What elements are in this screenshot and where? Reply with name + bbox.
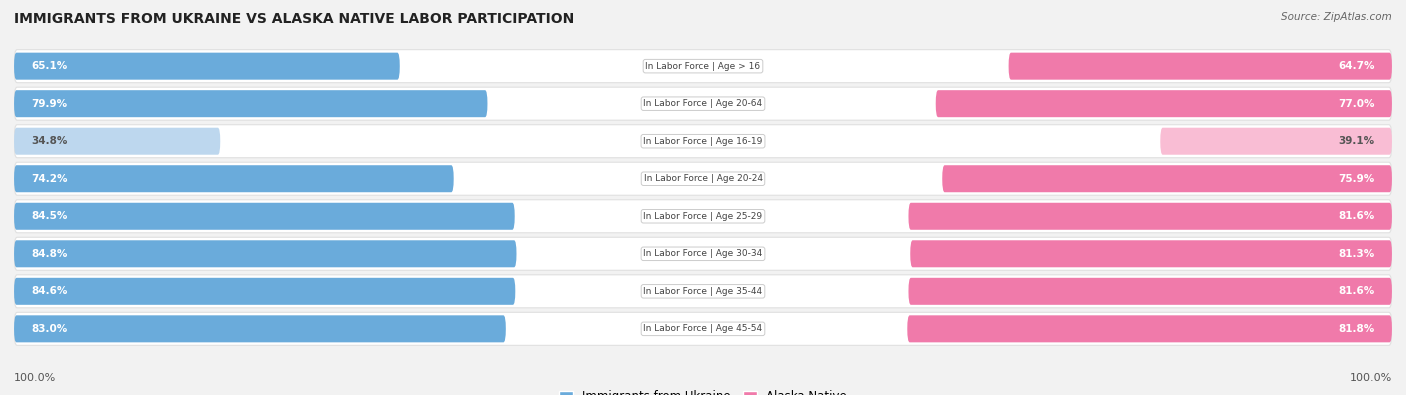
FancyBboxPatch shape	[908, 278, 1392, 305]
FancyBboxPatch shape	[14, 200, 1392, 233]
Text: Source: ZipAtlas.com: Source: ZipAtlas.com	[1281, 12, 1392, 22]
FancyBboxPatch shape	[14, 87, 1392, 120]
FancyBboxPatch shape	[14, 165, 454, 192]
FancyBboxPatch shape	[14, 237, 1392, 270]
Text: 74.2%: 74.2%	[31, 174, 67, 184]
FancyBboxPatch shape	[942, 165, 1392, 192]
Text: 79.9%: 79.9%	[31, 99, 67, 109]
Text: In Labor Force | Age > 16: In Labor Force | Age > 16	[645, 62, 761, 71]
FancyBboxPatch shape	[908, 203, 1392, 230]
FancyBboxPatch shape	[910, 240, 1392, 267]
FancyBboxPatch shape	[14, 50, 1392, 83]
FancyBboxPatch shape	[936, 90, 1392, 117]
Text: 81.6%: 81.6%	[1339, 286, 1375, 296]
Text: 64.7%: 64.7%	[1339, 61, 1375, 71]
FancyBboxPatch shape	[14, 90, 488, 117]
FancyBboxPatch shape	[14, 125, 1392, 158]
Text: 81.3%: 81.3%	[1339, 249, 1375, 259]
Text: In Labor Force | Age 20-24: In Labor Force | Age 20-24	[644, 174, 762, 183]
Text: 84.8%: 84.8%	[31, 249, 67, 259]
FancyBboxPatch shape	[14, 315, 506, 342]
FancyBboxPatch shape	[14, 275, 1392, 308]
FancyBboxPatch shape	[14, 240, 516, 267]
Text: 34.8%: 34.8%	[31, 136, 67, 146]
Text: In Labor Force | Age 20-64: In Labor Force | Age 20-64	[644, 99, 762, 108]
FancyBboxPatch shape	[1160, 128, 1392, 155]
Text: IMMIGRANTS FROM UKRAINE VS ALASKA NATIVE LABOR PARTICIPATION: IMMIGRANTS FROM UKRAINE VS ALASKA NATIVE…	[14, 12, 574, 26]
Text: In Labor Force | Age 30-34: In Labor Force | Age 30-34	[644, 249, 762, 258]
FancyBboxPatch shape	[14, 278, 516, 305]
FancyBboxPatch shape	[907, 315, 1392, 342]
Text: 81.8%: 81.8%	[1339, 324, 1375, 334]
FancyBboxPatch shape	[14, 53, 399, 80]
Text: 65.1%: 65.1%	[31, 61, 67, 71]
Text: 100.0%: 100.0%	[1350, 373, 1392, 383]
Text: In Labor Force | Age 25-29: In Labor Force | Age 25-29	[644, 212, 762, 221]
Text: In Labor Force | Age 16-19: In Labor Force | Age 16-19	[644, 137, 762, 146]
Text: 75.9%: 75.9%	[1339, 174, 1375, 184]
FancyBboxPatch shape	[14, 312, 1392, 345]
FancyBboxPatch shape	[1008, 53, 1392, 80]
FancyBboxPatch shape	[14, 128, 221, 155]
Text: 77.0%: 77.0%	[1339, 99, 1375, 109]
Text: 100.0%: 100.0%	[14, 373, 56, 383]
Text: In Labor Force | Age 45-54: In Labor Force | Age 45-54	[644, 324, 762, 333]
Text: 83.0%: 83.0%	[31, 324, 67, 334]
Legend: Immigrants from Ukraine, Alaska Native: Immigrants from Ukraine, Alaska Native	[554, 385, 852, 395]
Text: 84.5%: 84.5%	[31, 211, 67, 221]
Text: 39.1%: 39.1%	[1339, 136, 1375, 146]
Text: 81.6%: 81.6%	[1339, 211, 1375, 221]
Text: In Labor Force | Age 35-44: In Labor Force | Age 35-44	[644, 287, 762, 296]
FancyBboxPatch shape	[14, 203, 515, 230]
Text: 84.6%: 84.6%	[31, 286, 67, 296]
FancyBboxPatch shape	[14, 162, 1392, 195]
